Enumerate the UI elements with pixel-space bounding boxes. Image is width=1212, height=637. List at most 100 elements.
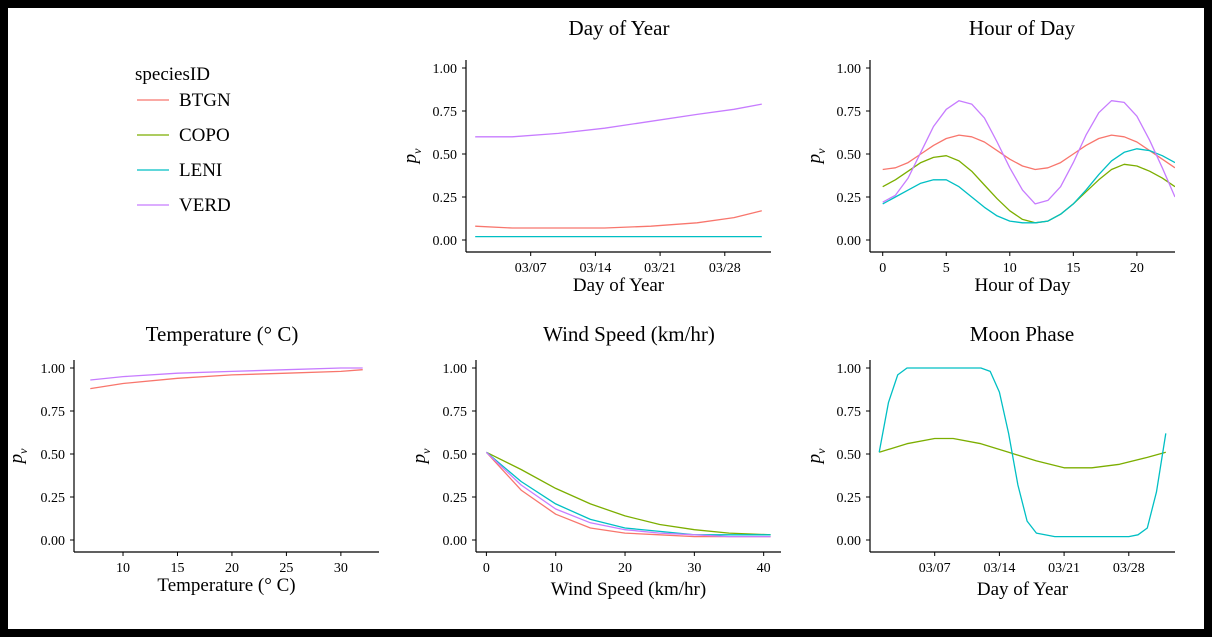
y-tick-label: 1.00 [837,62,862,77]
x-axis-label: Day of Year [573,275,665,296]
y-axis-label: pv [8,448,30,466]
x-tick-label: 20 [618,561,632,576]
legend-label-btgn: BTGN [179,90,231,111]
y-tick-label: 0.75 [837,405,862,420]
y-tick-label: 1.00 [433,62,458,77]
series-line-leni [878,367,1167,538]
x-axis-label: Wind Speed (km/hr) [551,579,706,600]
series-line-btgn [90,369,363,390]
legend-label-copo: COPO [179,125,230,146]
y-tick-label: 1.00 [41,362,66,377]
y-tick-label: 0.25 [41,491,66,506]
series-line-leni [882,148,1175,224]
figure-canvas: speciesID BTGN COPO LENI VERD Day of Year 0.… [6,8,1204,629]
x-tick-label: 10 [549,561,563,576]
y-axis-label-subscript: v [410,148,424,154]
panel-2: Hour of Day 0.00 0.25 0.50 0.75 1.00 0 5 10 15 20 H… [804,16,1175,296]
y-tick-label: 0.50 [443,448,468,463]
x-tick-label: 20 [1130,261,1144,276]
y-axis-label-subscript: v [814,148,828,154]
y-axis-label: pv [400,148,424,166]
legend: speciesID BTGN COPO LENI VERD [135,64,231,216]
y-tick-label: 0.75 [443,405,468,420]
series-line-btgn [882,134,1175,171]
y-tick-label: 0.75 [433,105,458,120]
legend-label-verd: VERD [179,195,231,216]
panel-1: Day of Year 0.00 0.25 0.50 0.75 1.00 03/07 03/1… [400,16,771,296]
x-tick-label: 30 [334,561,348,576]
panel-3: Temperature (° C) 0.00 0.25 0.50 0.75 1.00 10 1… [6,322,379,596]
y-tick-label: 0.00 [41,534,66,549]
y-tick-label: 0.00 [433,234,458,249]
x-tick-label: 15 [1066,261,1080,276]
x-tick-label: 10 [116,561,130,576]
x-tick-label: 03/21 [1048,561,1080,576]
x-tick-label: 03/28 [1113,561,1145,576]
panel-title: Hour of Day [969,16,1076,40]
x-axis-label: Hour of Day [974,275,1071,296]
x-tick-label: 03/14 [579,261,611,276]
y-tick-label: 1.00 [443,362,468,377]
figure-svg: speciesID BTGN COPO LENI VERD Day of Year 0.… [6,16,1175,600]
x-tick-label: 10 [1003,261,1017,276]
legend-title: speciesID [135,64,210,85]
series-line-leni [485,451,771,536]
x-tick-label: 25 [279,561,293,576]
panel-4: Wind Speed (km/hr) 0.00 0.25 0.50 0.75 1.00 0 1… [409,322,781,600]
y-tick-label: 0.25 [443,491,468,506]
y-axis-label-subscript: v [814,448,828,454]
y-tick-label: 0.50 [837,148,862,163]
x-tick-label: 03/07 [919,561,951,576]
x-tick-label: 0 [483,561,490,576]
panel-title: Wind Speed (km/hr) [543,322,715,346]
x-tick-label: 5 [943,261,950,276]
y-tick-label: 0.25 [837,491,862,506]
x-tick-label: 20 [225,561,239,576]
panel-title: Temperature (° C) [146,322,299,346]
series-line-btgn [485,451,771,538]
y-axis-label-subscript: v [16,448,30,454]
y-axis-label: pv [804,448,828,466]
y-tick-label: 0.25 [837,191,862,206]
series-line-copo [882,155,1175,224]
series-line-verd [485,451,771,538]
series-line-copo [486,451,771,536]
panel-5: Moon Phase 0.00 0.25 0.50 0.75 1.00 03/07 03/14… [804,322,1175,600]
y-tick-label: 0.75 [41,405,66,420]
y-tick-label: 0.00 [837,534,862,549]
series-line-verd [882,100,1175,205]
y-tick-label: 0.50 [433,148,458,163]
series-line-btgn [475,210,762,229]
legend-label-leni: LENI [179,160,222,181]
series-line-copo [879,437,1166,469]
x-tick-label: 03/21 [644,261,676,276]
y-axis-label: pv [409,448,433,466]
y-tick-label: 0.00 [837,234,862,249]
x-tick-label: 03/14 [983,561,1015,576]
series-line-verd [90,367,363,381]
y-axis-label-main: p [400,154,421,166]
y-tick-label: 0.50 [41,448,66,463]
panel-title: Moon Phase [970,322,1074,346]
x-tick-label: 03/07 [515,261,547,276]
x-tick-label: 30 [687,561,701,576]
x-axis-label: Day of Year [977,579,1069,600]
y-tick-label: 1.00 [837,362,862,377]
series-line-verd [475,103,762,138]
y-axis-label-main: p [409,454,430,466]
y-axis-label-main: p [804,454,825,466]
x-tick-label: 15 [170,561,184,576]
y-axis-label: pv [804,148,828,166]
x-axis-label: Temperature (° C) [157,575,295,596]
x-tick-label: 0 [879,261,886,276]
y-tick-label: 0.00 [443,534,468,549]
panel-title: Day of Year [569,16,670,40]
y-tick-label: 0.25 [433,191,458,206]
x-tick-label: 40 [757,561,771,576]
y-axis-label-main: p [8,454,27,466]
x-tick-label: 03/28 [709,261,741,276]
y-axis-label-main: p [804,154,825,166]
y-tick-label: 0.50 [837,448,862,463]
y-tick-label: 0.75 [837,105,862,120]
y-axis-label-subscript: v [419,448,433,454]
